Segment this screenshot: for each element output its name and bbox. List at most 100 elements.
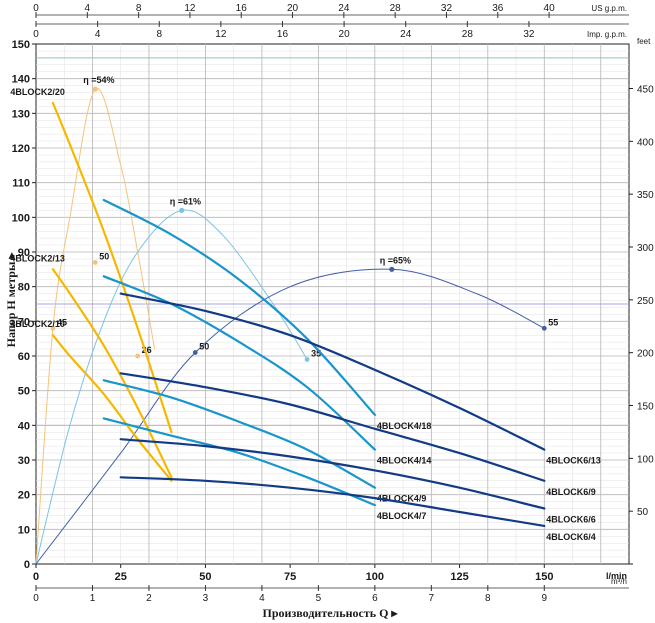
imp-gpm-unit: Imp. g.p.m. (587, 30, 627, 39)
series-label: 4BLOCK6/6 (546, 515, 596, 525)
us-gpm-tick-label: 0 (33, 3, 39, 14)
us-gpm-tick-label: 32 (441, 3, 453, 14)
m3h-tick-label: 2 (146, 593, 152, 604)
x-tick-label: 50 (199, 571, 211, 583)
x-unit: l/min (606, 571, 627, 581)
efficiency-peak-point (179, 207, 185, 213)
x-tick-label: 150 (535, 571, 553, 583)
pump-curve (102, 198, 376, 416)
chart-grid (35, 43, 630, 565)
pump-curve (119, 292, 546, 451)
efficiency-marker-label: 50 (199, 342, 209, 352)
y-axis-label: Напор Н метры ▸ (4, 252, 18, 348)
pump-curve (119, 438, 546, 510)
x-tick-label: 25 (115, 571, 127, 583)
x-tick-label: 0 (33, 571, 39, 583)
pump-curve (102, 275, 376, 451)
efficiency-marker-label: 26 (142, 345, 152, 355)
y-tick-label: 150 (12, 39, 30, 51)
series-label: 4BLOCK6/4 (546, 532, 596, 542)
us-gpm-tick-label: 28 (390, 3, 402, 14)
efficiency-marker (541, 325, 547, 331)
imp-gpm-tick-label: 8 (156, 29, 162, 40)
efficiency-marker (304, 357, 310, 362)
m3h-tick-label: 4 (259, 593, 265, 604)
efficiency-peak-point (92, 86, 98, 92)
imp-gpm-tick-label: 28 (462, 29, 474, 40)
m3h-tick-label: 7 (429, 593, 435, 604)
series-label: 4BLOCK6/13 (546, 456, 601, 466)
us-gpm-tick-label: 24 (338, 3, 350, 14)
y-tick-label: 140 (12, 74, 30, 86)
us-gpm-tick-label: 4 (85, 3, 91, 14)
us-gpm-tick-label: 40 (544, 3, 556, 14)
efficiency-marker (50, 325, 56, 331)
x-tick-label: 125 (450, 571, 468, 583)
pump-curve (51, 334, 173, 482)
m3h-tick-label: 8 (485, 593, 491, 604)
us-gpm-tick-label: 36 (492, 3, 504, 14)
imp-gpm-tick-label: 32 (523, 29, 535, 40)
y-tick-label: 10 (18, 524, 30, 536)
efficiency-curve (35, 87, 156, 565)
m3h-tick-label: 6 (372, 593, 378, 604)
feet-tick-label: 50 (637, 507, 649, 518)
efficiency-marker-label: 55 (548, 317, 558, 327)
series-label: 4BLOCK4/14 (377, 456, 432, 466)
m3h-unit: m³/h (611, 577, 627, 586)
pump-curve (119, 476, 546, 527)
efficiency-label: η =61% (170, 196, 201, 206)
us-gpm-tick-label: 16 (236, 3, 248, 14)
us-gpm-tick-label: 20 (287, 3, 299, 14)
series-label: 4BLOCK4/9 (377, 494, 427, 504)
feet-unit: feet (637, 37, 651, 46)
y-tick-label: 100 (12, 212, 30, 224)
m3h-tick-label: 9 (542, 593, 548, 604)
m3h-tick-label: 3 (203, 593, 209, 604)
imp-gpm-tick-label: 20 (339, 29, 351, 40)
efficiency-curve (35, 268, 545, 565)
efficiency-marker-label: 50 (99, 251, 109, 261)
efficiency-marker (192, 350, 198, 355)
efficiency-marker-label: 45 (57, 317, 67, 327)
series-label: 4BLOCK2/20 (10, 87, 65, 97)
efficiency-peak-point (389, 266, 395, 272)
m3h-tick-label: 0 (33, 593, 39, 604)
efficiency-curves: η =54% 45 50 26 η =61% 35 η =65% 50 55 (35, 75, 558, 565)
y-tick-label: 90 (18, 247, 30, 259)
pump-curve (51, 101, 173, 434)
y-tick-label: 50 (18, 386, 30, 398)
y-tick-label: 70 (18, 316, 30, 328)
us-gpm-unit: US g.p.m. (591, 4, 627, 13)
series-label: 4BLOCK2/10 (10, 319, 65, 329)
feet-tick-label: 150 (637, 402, 654, 413)
series-label: 4BLOCK2/13 (10, 253, 65, 263)
feet-tick-label: 250 (637, 296, 654, 307)
us-gpm-tick-label: 12 (184, 3, 196, 14)
pump-curve (51, 268, 173, 479)
y-tick-label: 30 (18, 455, 30, 467)
y-tick-label: 0 (24, 559, 30, 571)
imp-gpm-tick-label: 0 (33, 29, 39, 40)
feet-tick-label: 200 (637, 349, 654, 360)
series-label: 4BLOCK4/7 (377, 511, 427, 521)
m3h-tick-label: 5 (316, 593, 322, 604)
top-axes: 0 4 8 12 16 20 24 28 32 36 40 US g.p.m. 0 4 8 12 16 20 24 2… (33, 3, 629, 40)
pump-curve (102, 379, 376, 489)
x-tick-label: 100 (366, 571, 384, 583)
series-label: 4BLOCK4/18 (377, 421, 432, 431)
y-tick-label: 110 (12, 178, 30, 190)
pump-curves: 4BLOCK2/20 4BLOCK2/13 4BLOCK2/10 4BLOCK4/18… (10, 87, 600, 542)
pump-curve (119, 372, 546, 482)
y-tick-label: 60 (18, 351, 30, 363)
feet-tick-label: 300 (637, 243, 654, 254)
series-label: 4BLOCK6/9 (546, 487, 596, 497)
y-tick-label: 80 (18, 282, 30, 294)
imp-gpm-tick-label: 12 (215, 29, 227, 40)
x-tick-label: 75 (284, 571, 296, 583)
y-tick-label: 20 (18, 490, 30, 502)
imp-gpm-tick-label: 4 (95, 29, 101, 40)
efficiency-marker (92, 260, 98, 265)
imp-gpm-tick-label: 24 (400, 29, 412, 40)
